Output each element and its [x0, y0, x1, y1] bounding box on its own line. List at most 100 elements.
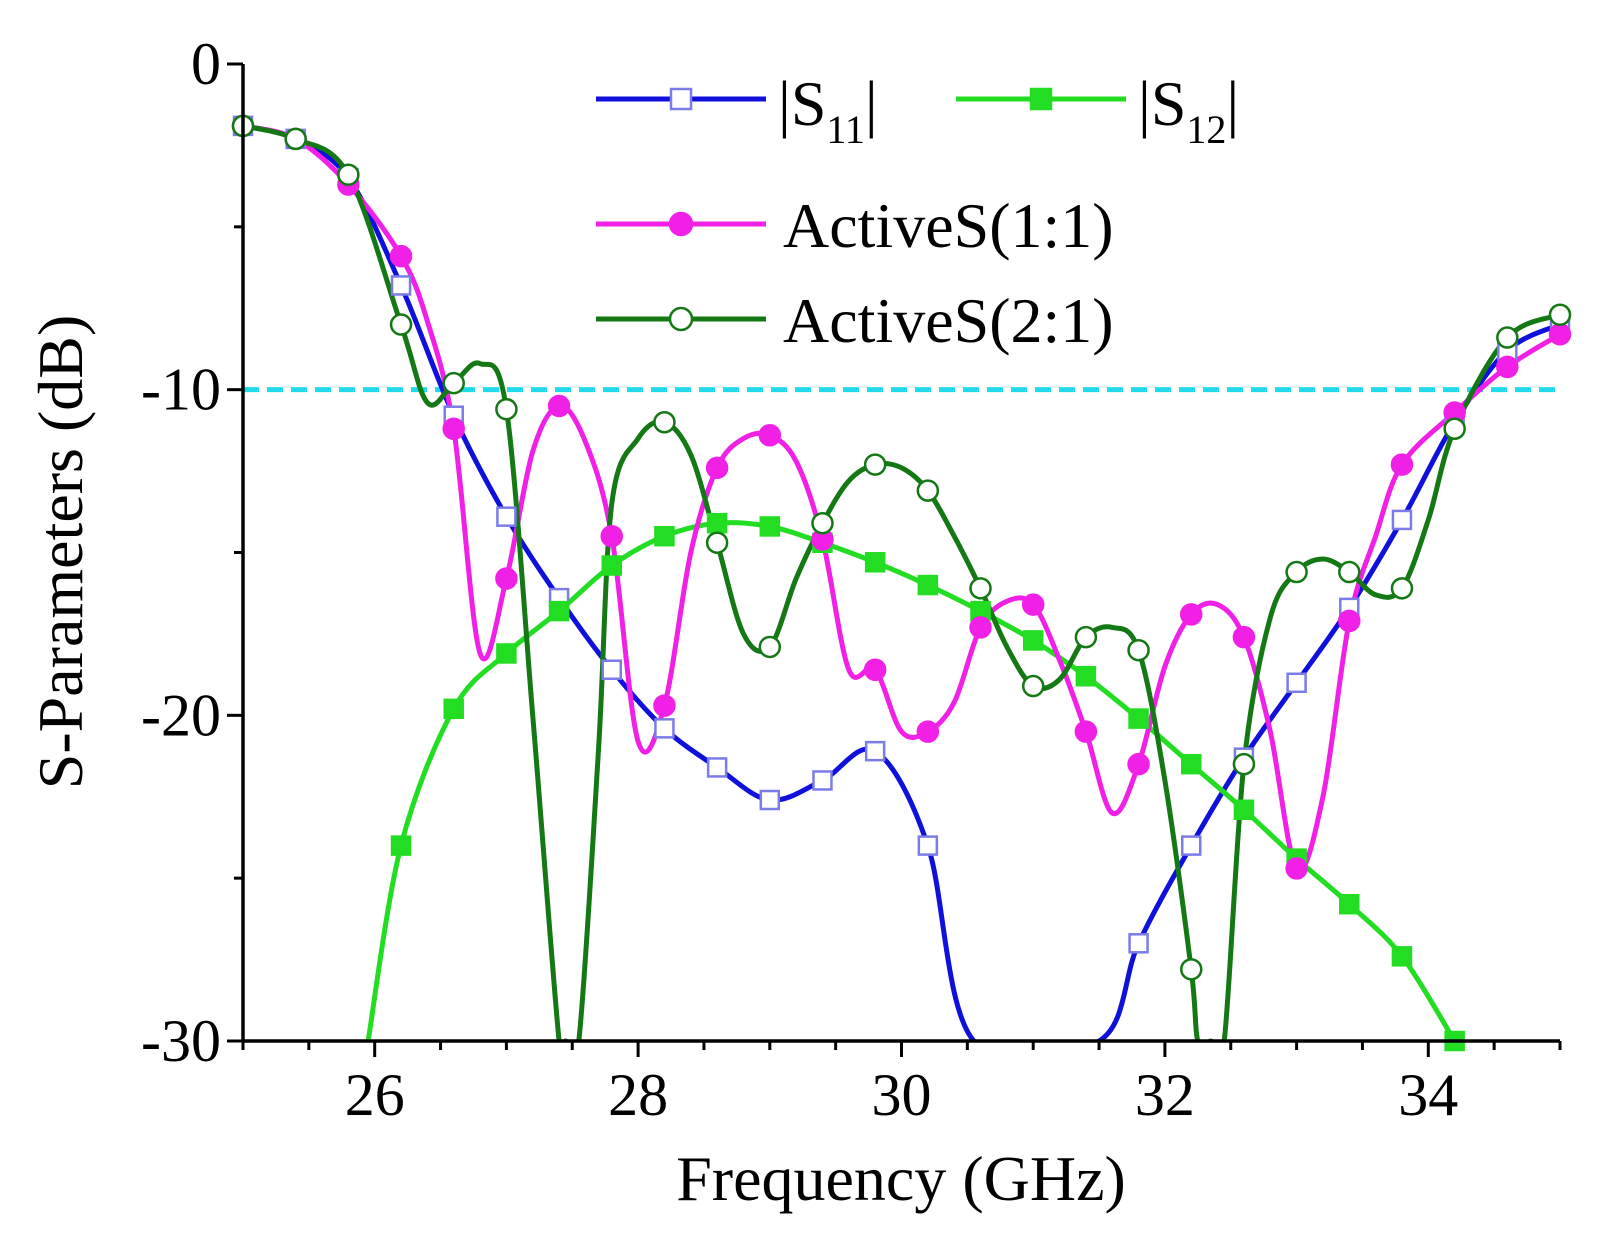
data-point-actives-2-1: [916, 479, 940, 502]
x-tick-label: 30: [872, 1062, 932, 1128]
data-point-s11: [1180, 835, 1202, 856]
legend-marker-s11: [669, 87, 693, 111]
y-tick-label: 0: [191, 31, 221, 97]
data-point-actives-1-1: [1021, 593, 1045, 616]
data-point-actives-2-1: [705, 531, 729, 554]
data-point-actives-2-1: [811, 511, 834, 535]
data-point-actives-1-1: [1338, 609, 1361, 633]
x-tick-label: 26: [345, 1062, 405, 1128]
legend-label-s12-bar: |: [1226, 68, 1239, 139]
data-point-actives-1-1: [653, 694, 676, 717]
y-tick-label: -20: [141, 682, 221, 748]
data-point-actives-1-1: [495, 567, 518, 590]
data-point-actives-2-1: [653, 410, 676, 434]
data-point-actives-1-1: [916, 720, 940, 743]
data-point-actives-1-1: [600, 524, 624, 548]
legend-label-s12: |S12|: [1138, 68, 1239, 152]
data-point-s11: [390, 275, 412, 296]
data-point-s12: [1391, 946, 1413, 967]
data-point-s12: [1339, 893, 1360, 915]
data-point-actives-1-1: [547, 394, 571, 418]
x-tick-label: 28: [608, 1062, 668, 1128]
data-point-actives-1-1: [758, 424, 782, 447]
data-point-actives-2-1: [758, 635, 782, 659]
data-point-actives-1-1: [1127, 752, 1150, 776]
data-point-s12: [1233, 799, 1255, 821]
data-point-actives-2-1: [1232, 752, 1256, 776]
data-point-actives-1-1: [1179, 603, 1203, 626]
legend-label-active-s-1-1: ActiveS(1:1): [783, 190, 1114, 261]
data-point-s12: [443, 698, 464, 720]
data-point-actives-1-1: [1232, 625, 1256, 649]
data-point-s11: [1286, 672, 1307, 694]
legend-marker-s12: [1029, 87, 1053, 111]
data-point-s12: [1180, 753, 1202, 775]
series-line-s12: [365, 520, 1458, 1041]
y-tick-labels: 0 -10 -20 -30: [141, 31, 221, 1074]
y-tick-label: -10: [141, 357, 221, 423]
data-point-s12: [1128, 708, 1149, 729]
data-point-actives-2-1: [1285, 560, 1308, 584]
data-point-s11: [917, 835, 939, 856]
legend: |S11| |S12| ActiveS(1:1) ActiveS(2:1): [596, 68, 1239, 356]
legend-label-s12-sub: 12: [1186, 107, 1226, 152]
data-point-actives-2-1: [284, 127, 307, 151]
y-tick-label: -30: [141, 1008, 221, 1074]
legend-label-s12-main: S: [1151, 68, 1187, 139]
data-point-actives-1-1: [969, 616, 992, 639]
data-point-actives-2-1: [1496, 326, 1519, 349]
data-point-actives-2-1: [389, 313, 413, 336]
legend-label-s11: |S11|: [778, 68, 878, 152]
data-point-actives-2-1: [1127, 638, 1150, 662]
data-point-actives-2-1: [1390, 577, 1414, 600]
data-point-s11: [1391, 509, 1413, 531]
data-point-s12: [390, 835, 412, 856]
series-lines: [243, 123, 1560, 1041]
data-point-actives-2-1: [863, 453, 887, 476]
plot-frame: [241, 64, 1560, 1043]
data-point-s12: [654, 525, 675, 547]
data-point-s11: [601, 659, 623, 680]
data-point-actives-1-1: [389, 244, 413, 268]
legend-marker-active-s-1-1: [668, 211, 694, 237]
data-point-actives-2-1: [1074, 625, 1098, 649]
data-point-s11: [864, 740, 886, 762]
x-axis-title: Frequency (GHz): [676, 1143, 1126, 1214]
data-point-actives-1-1: [442, 417, 465, 440]
data-point-actives-1-1: [1390, 453, 1414, 476]
data-point-actives-1-1: [863, 658, 887, 681]
data-point-actives-2-1: [1443, 417, 1466, 440]
data-point-actives-2-1: [969, 577, 992, 600]
legend-entry-active-s-2-1: ActiveS(2:1): [596, 285, 1114, 356]
series-markers: [231, 114, 1572, 1052]
data-point-s12: [601, 555, 623, 576]
data-point-s12: [759, 516, 781, 537]
legend-marker-active-s-2-1: [668, 306, 694, 332]
data-point-s12: [1075, 666, 1097, 687]
series-line-actives-2-1: [243, 123, 1560, 1041]
data-point-actives-2-1: [1338, 560, 1361, 584]
data-point-s11: [812, 770, 833, 791]
data-point-s12: [1022, 630, 1044, 651]
data-point-actives-1-1: [705, 456, 729, 480]
data-point-actives-2-1: [442, 371, 465, 395]
data-point-s12: [917, 574, 939, 596]
data-point-actives-1-1: [1548, 323, 1572, 346]
series-line-s11: [243, 123, 1560, 1041]
legend-entry-s11: |S11|: [596, 68, 878, 152]
x-tick-label: 34: [1398, 1062, 1458, 1128]
y-axis-title: S-Parameters (dB): [25, 315, 96, 790]
data-point-s11: [654, 718, 675, 739]
data-point-s11: [706, 757, 728, 778]
data-point-actives-1-1: [1285, 857, 1308, 880]
x-tick-label: 32: [1135, 1062, 1195, 1128]
data-point-actives-1-1: [1074, 720, 1098, 743]
data-point-actives-2-1: [495, 397, 518, 421]
legend-label-s11-main: S: [791, 68, 827, 139]
legend-label-s11-sub: 11: [826, 107, 865, 152]
data-point-actives-2-1: [1021, 674, 1045, 698]
x-tick-labels: 26 28 30 32 34: [345, 1062, 1459, 1128]
data-point-s11: [1128, 933, 1149, 954]
legend-label-active-s-2-1: ActiveS(2:1): [783, 285, 1114, 356]
